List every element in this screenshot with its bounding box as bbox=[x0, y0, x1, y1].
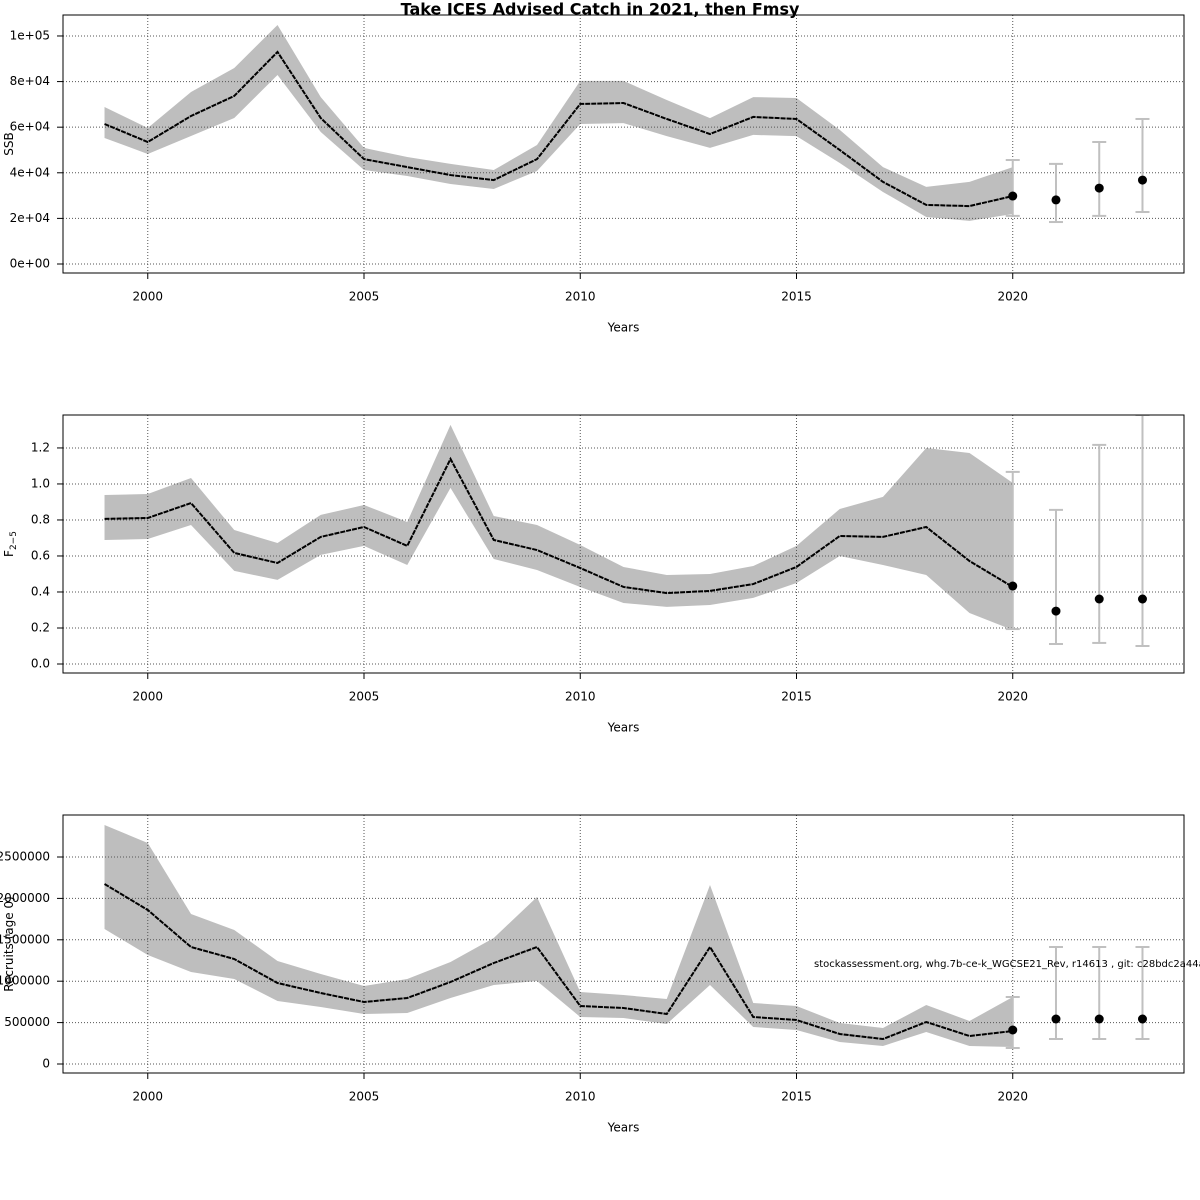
x-tick-label: 2020 bbox=[997, 690, 1028, 704]
estimate-line bbox=[104, 50, 1013, 208]
y-tick-label: 6e+04 bbox=[10, 120, 50, 134]
x-tick-label: 2015 bbox=[781, 690, 812, 704]
annotation: stockassessment.org, whg.7b-ce-k_WGCSE21… bbox=[814, 959, 1200, 970]
x-tick-label: 2015 bbox=[781, 1090, 812, 1104]
x-tick-label: 2005 bbox=[349, 1090, 380, 1104]
y-tick-label: 0e+00 bbox=[10, 256, 50, 270]
estimate-line bbox=[104, 883, 1013, 1041]
y-axis-label-main: SSB bbox=[2, 132, 16, 155]
x-tick-label: 2020 bbox=[997, 290, 1028, 304]
forecast-point bbox=[1094, 183, 1104, 193]
plot-frame bbox=[62, 414, 1185, 674]
x-tick-label: 2010 bbox=[565, 1090, 596, 1104]
forecast-point bbox=[1008, 581, 1018, 591]
plot-area bbox=[63, 15, 1184, 273]
y-axis-label-sub: 2−5 bbox=[9, 531, 19, 550]
x-tick-label: 2020 bbox=[997, 1090, 1028, 1104]
estimate-line bbox=[104, 456, 1014, 595]
x-tick-label: 2000 bbox=[132, 290, 163, 304]
y-axis-label-main: F bbox=[2, 550, 16, 557]
y-tick-label: 2e+04 bbox=[10, 211, 50, 225]
forecast-point bbox=[1137, 1014, 1147, 1024]
forecast-point bbox=[1008, 1025, 1018, 1035]
x-axis-label: Years bbox=[607, 321, 640, 335]
y-tick-label: 1.0 bbox=[31, 476, 50, 490]
y-axis-label: Recruits (age 0) bbox=[2, 896, 16, 992]
x-tick-label: 2010 bbox=[565, 290, 596, 304]
y-tick-label: 4e+04 bbox=[10, 165, 50, 179]
forecast-point bbox=[1137, 594, 1147, 604]
y-tick-label: 0 bbox=[42, 1056, 50, 1070]
forecast-point bbox=[1094, 594, 1104, 604]
y-tick-label: 0.4 bbox=[31, 584, 50, 598]
y-tick-label: 1500000 bbox=[0, 932, 50, 946]
x-tick-label: 2015 bbox=[781, 290, 812, 304]
y-tick-label: 2000000 bbox=[0, 891, 50, 905]
y-tick-label: 8e+04 bbox=[10, 74, 50, 88]
x-axis-label: Years bbox=[607, 1121, 640, 1135]
y-tick-label: 0.8 bbox=[31, 512, 50, 526]
y-axis-label-main: Recruits (age 0) bbox=[2, 896, 16, 992]
y-tick-label: 1000000 bbox=[0, 974, 50, 988]
forecast-point bbox=[1008, 191, 1018, 201]
y-tick-label: 0.6 bbox=[31, 548, 50, 562]
forecast-point bbox=[1137, 175, 1147, 185]
y-tick-label: 0.2 bbox=[31, 620, 50, 634]
x-tick-label: 2005 bbox=[349, 690, 380, 704]
plot-frame bbox=[62, 814, 1185, 1074]
x-tick-label: 2000 bbox=[132, 1090, 163, 1104]
forecast-point bbox=[1051, 606, 1061, 616]
confidence-band bbox=[104, 825, 1013, 1048]
x-tick-label: 2010 bbox=[565, 690, 596, 704]
forecast-point bbox=[1051, 1014, 1061, 1024]
x-tick-label: 2000 bbox=[132, 690, 163, 704]
y-axis-label: F2−5 bbox=[2, 531, 19, 557]
plot-area bbox=[63, 415, 1184, 673]
y-tick-label: 2500000 bbox=[0, 849, 50, 863]
forecast-point bbox=[1094, 1014, 1104, 1024]
y-tick-label: 0.0 bbox=[31, 656, 50, 670]
figure-title: Take ICES Advised Catch in 2021, then Fm… bbox=[401, 0, 800, 19]
confidence-band bbox=[104, 424, 1013, 630]
x-axis-label: Years bbox=[607, 721, 640, 735]
y-tick-label: 1e+05 bbox=[10, 28, 50, 42]
y-tick-label: 500000 bbox=[4, 1015, 50, 1029]
y-axis-label: SSB bbox=[2, 132, 16, 155]
plot-frame bbox=[62, 14, 1185, 274]
y-tick-label: 1.2 bbox=[31, 440, 50, 454]
forecast-point bbox=[1051, 195, 1061, 205]
confidence-band bbox=[104, 25, 1013, 221]
x-tick-label: 2005 bbox=[349, 290, 380, 304]
plot-area bbox=[63, 815, 1184, 1073]
